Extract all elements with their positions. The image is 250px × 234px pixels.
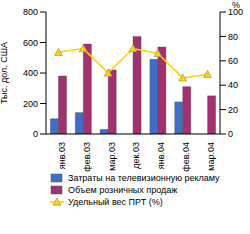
svg-text:Тыс. дол. США: Тыс. дол. США (8, 42, 9, 104)
html-text:Объем розничных продаж: Объем розничных продаж (68, 185, 178, 195)
svg-text:янв.04: янв.04 (156, 142, 166, 169)
svg-text:0: 0 (33, 129, 38, 139)
svg-text:мар.04: мар.04 (206, 142, 216, 171)
svg-text:800: 800 (23, 7, 38, 17)
svg-text:фев.04: фев.04 (181, 142, 191, 172)
html-text:Удельный вес ПРТ (%): Удельный вес ПРТ (%) (68, 197, 163, 207)
svg-text:фев.03: фев.03 (82, 142, 92, 172)
svg-text:20: 20 (228, 105, 238, 115)
html-text:Затраты на телевизионную рекла: Затраты на телевизионную рекламу (68, 173, 220, 183)
svg-text:200: 200 (23, 99, 38, 109)
svg-text:600: 600 (23, 38, 38, 48)
svg-text:мар.03: мар.03 (107, 142, 117, 171)
svg-text:400: 400 (23, 68, 38, 78)
svg-text:янв.03: янв.03 (57, 142, 67, 169)
svg-text:80: 80 (228, 32, 238, 42)
svg-text:0: 0 (228, 129, 233, 139)
svg-text:дек.03: дек.03 (131, 142, 141, 169)
svg-text:60: 60 (228, 56, 238, 66)
svg-text:100: 100 (228, 7, 242, 17)
svg-text:40: 40 (228, 80, 238, 90)
